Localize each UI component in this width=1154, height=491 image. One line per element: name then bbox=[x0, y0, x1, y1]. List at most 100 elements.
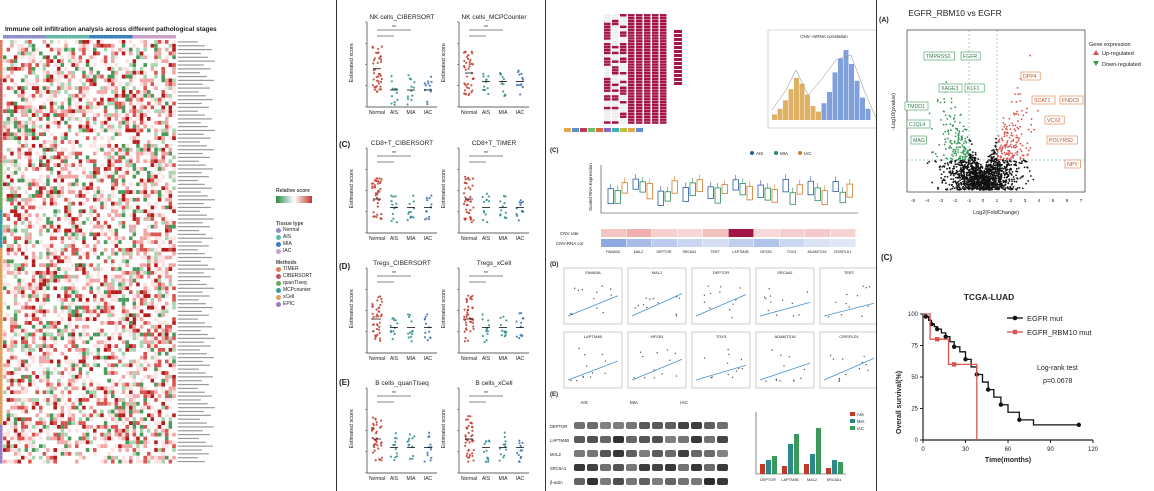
heatmap-cell bbox=[49, 374, 54, 379]
heatmap-cell bbox=[143, 228, 147, 233]
heatmap-cell bbox=[24, 43, 29, 48]
heatmap-cell bbox=[114, 351, 119, 356]
heatmap-cell bbox=[147, 113, 151, 117]
heatmap-cell bbox=[114, 178, 119, 183]
heatmap-cell bbox=[31, 167, 36, 171]
heatmap-cell bbox=[42, 197, 47, 202]
heatmap-cell bbox=[82, 413, 86, 418]
heatmap-cell bbox=[42, 374, 47, 379]
heatmap-cell bbox=[75, 382, 79, 387]
method-annotation-cell bbox=[0, 140, 3, 144]
heatmap-cell bbox=[89, 417, 93, 422]
heatmap-cell bbox=[13, 194, 18, 198]
heatmap-cell bbox=[118, 294, 122, 298]
heatmap-cell bbox=[67, 425, 72, 429]
heatmap-cell bbox=[111, 263, 115, 268]
heatmap-cell bbox=[172, 405, 176, 410]
heatmap-cell bbox=[168, 348, 173, 352]
heatmap-cell bbox=[71, 255, 75, 260]
heatmap-cell bbox=[6, 259, 11, 264]
heatmap-cell bbox=[53, 328, 57, 333]
heatmap-cell bbox=[139, 40, 144, 44]
heatmap-cell bbox=[118, 255, 122, 260]
heatmap-cell bbox=[129, 236, 133, 241]
heatmap-cell bbox=[154, 421, 158, 425]
heatmap-cell bbox=[78, 382, 83, 387]
heatmap-cell bbox=[125, 224, 129, 229]
heatmap-cell bbox=[46, 332, 50, 337]
heatmap-cell bbox=[60, 228, 65, 233]
heatmap-cell bbox=[107, 147, 111, 152]
heatmap-cell bbox=[3, 147, 7, 152]
heatmap-cell bbox=[35, 409, 39, 414]
heatmap-cell bbox=[64, 378, 68, 383]
heatmap-cell bbox=[111, 297, 115, 302]
heatmap-cell bbox=[125, 386, 129, 391]
heatmap-cell bbox=[82, 367, 86, 372]
heatmap-cell bbox=[168, 178, 173, 183]
heatmap-cell bbox=[17, 209, 21, 214]
heatmap-cell bbox=[28, 220, 32, 225]
heatmap-cell bbox=[100, 263, 104, 268]
heatmap-cell bbox=[157, 309, 162, 314]
heatmap-cell bbox=[17, 401, 21, 406]
heatmap-cell bbox=[172, 178, 176, 183]
heatmap-cell bbox=[103, 421, 108, 425]
heatmap-cell bbox=[89, 194, 93, 198]
heatmap-cell bbox=[165, 263, 169, 268]
heatmap-cell bbox=[42, 305, 47, 310]
heatmap-cell bbox=[39, 244, 43, 248]
heatmap-cell bbox=[67, 340, 72, 345]
heatmap-cell bbox=[165, 274, 169, 279]
heatmap-cell bbox=[60, 271, 65, 275]
heatmap-cell bbox=[3, 109, 7, 114]
heatmap-cell bbox=[24, 309, 29, 314]
heatmap-cell bbox=[121, 224, 126, 229]
heatmap-cell bbox=[121, 213, 126, 218]
heatmap-cell bbox=[139, 63, 144, 67]
heatmap-cell bbox=[168, 328, 173, 333]
heatmap-cell bbox=[60, 120, 65, 125]
heatmap-cell bbox=[96, 178, 101, 183]
heatmap-cell bbox=[39, 301, 43, 306]
heatmap-cell bbox=[75, 321, 79, 325]
heatmap-cell bbox=[35, 301, 39, 306]
heatmap-cell bbox=[13, 305, 18, 310]
heatmap-cell bbox=[107, 259, 111, 264]
heatmap-cell bbox=[78, 259, 83, 264]
heatmap-cell bbox=[39, 378, 43, 383]
heatmap-cell bbox=[129, 355, 133, 360]
method-annotation-cell bbox=[0, 305, 3, 310]
method-annotation-cell bbox=[0, 417, 3, 422]
heatmap-cell bbox=[96, 317, 101, 322]
heatmap-cell bbox=[89, 278, 93, 283]
heatmap-cell bbox=[100, 78, 104, 83]
heatmap-cell bbox=[71, 147, 75, 152]
heatmap-cell bbox=[172, 267, 176, 271]
heatmap-cell bbox=[114, 159, 119, 164]
heatmap-cell bbox=[46, 66, 50, 71]
heatmap-cell bbox=[42, 155, 47, 160]
heatmap-cell bbox=[150, 317, 155, 322]
heatmap-cell bbox=[103, 344, 108, 348]
heatmap-cell bbox=[57, 378, 61, 383]
heatmap-cell bbox=[49, 355, 54, 360]
method-annotation-cell bbox=[0, 244, 3, 248]
heatmap-cell bbox=[46, 194, 50, 198]
heatmap-cell bbox=[103, 417, 108, 422]
heatmap-cell bbox=[143, 224, 147, 229]
heatmap-cell bbox=[121, 378, 126, 383]
heatmap-cell bbox=[39, 305, 43, 310]
heatmap-cell bbox=[64, 301, 68, 306]
heatmap-cell bbox=[24, 205, 29, 210]
heatmap-cell bbox=[103, 220, 108, 225]
heatmap-cell bbox=[147, 301, 151, 306]
heatmap-cell bbox=[85, 355, 90, 360]
heatmap-cell bbox=[17, 390, 21, 395]
heatmap-cell bbox=[60, 332, 65, 337]
heatmap-cell bbox=[75, 305, 79, 310]
heatmap-cell bbox=[6, 217, 11, 221]
heatmap-cell bbox=[129, 40, 133, 44]
heatmap-cell bbox=[85, 247, 90, 252]
heatmap-cell bbox=[129, 66, 133, 71]
